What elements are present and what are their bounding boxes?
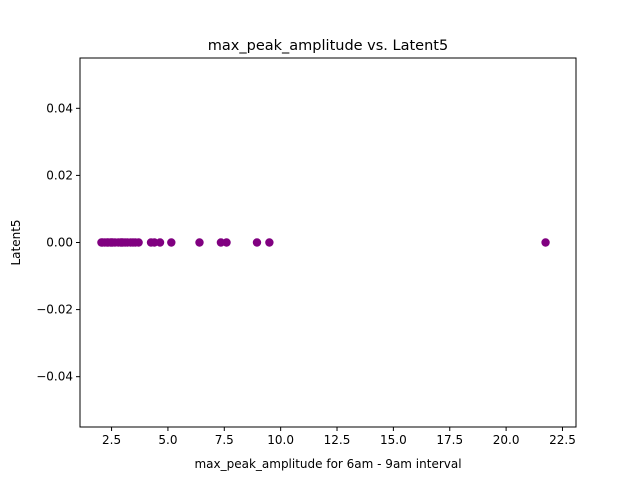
y-axis: −0.04 −0.02 0.00 0.02 0.04 bbox=[36, 101, 80, 384]
y-tick-label: −0.04 bbox=[36, 370, 73, 384]
y-tick-label: −0.02 bbox=[36, 303, 73, 317]
plot-area bbox=[97, 238, 550, 247]
x-tick-label: 20.0 bbox=[493, 433, 520, 447]
x-tick-label: 22.5 bbox=[549, 433, 576, 447]
y-tick-label: 0.04 bbox=[46, 101, 73, 115]
x-axis-label: max_peak_amplitude for 6am - 9am interva… bbox=[194, 457, 461, 471]
x-tick-label: 10.0 bbox=[267, 433, 294, 447]
data-point bbox=[222, 238, 231, 247]
chart-title: max_peak_amplitude vs. Latent5 bbox=[208, 38, 448, 54]
data-point bbox=[134, 238, 143, 247]
data-point bbox=[265, 238, 274, 247]
x-tick-label: 5.0 bbox=[158, 433, 177, 447]
data-point bbox=[155, 238, 165, 247]
x-tick-label: 15.0 bbox=[380, 433, 407, 447]
data-point bbox=[195, 238, 204, 247]
y-tick-label: 0.02 bbox=[46, 168, 73, 182]
data-point bbox=[541, 238, 550, 247]
x-tick-label: 7.5 bbox=[215, 433, 234, 447]
data-point bbox=[167, 238, 176, 247]
x-tick-label: 12.5 bbox=[324, 433, 351, 447]
x-axis: 2.5 5.0 7.5 10.0 12.5 15.0 17.5 20.0 22.5 bbox=[102, 427, 576, 447]
x-tick-label: 17.5 bbox=[436, 433, 463, 447]
data-point bbox=[252, 238, 262, 247]
x-tick-label: 2.5 bbox=[102, 433, 121, 447]
y-tick-label: 0.00 bbox=[46, 236, 73, 250]
y-axis-label: Latent5 bbox=[9, 219, 23, 265]
